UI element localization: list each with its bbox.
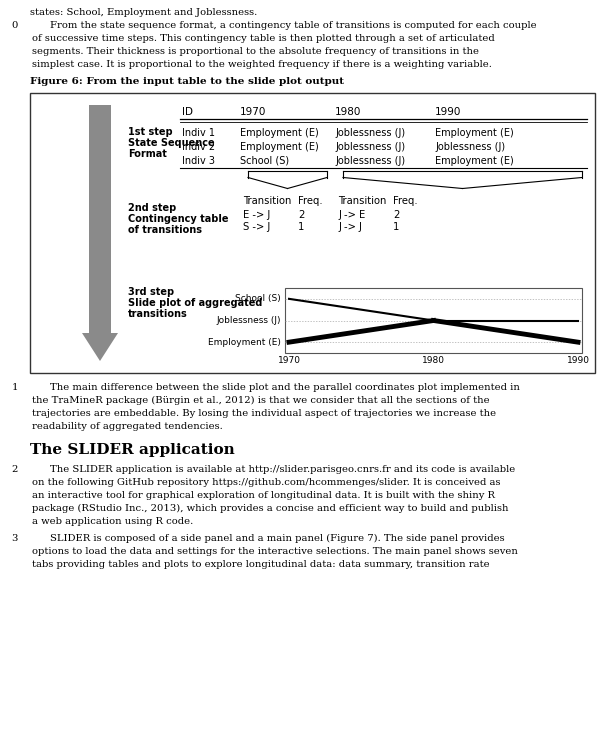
Text: 1: 1	[393, 222, 400, 232]
Text: 1980: 1980	[422, 356, 445, 365]
Text: the TraMineR package (Bürgin et al., 2012) is that we consider that all the sect: the TraMineR package (Bürgin et al., 201…	[32, 396, 490, 405]
Text: segments. Their thickness is proportional to the absolute frequency of transitio: segments. Their thickness is proportiona…	[32, 47, 479, 56]
Text: Slide plot of aggregated: Slide plot of aggregated	[128, 298, 262, 309]
Bar	[285, 288, 582, 353]
Text: Indiv 2: Indiv 2	[182, 141, 215, 152]
Text: Employment (E): Employment (E)	[208, 338, 281, 347]
Text: states: School, Employment and Joblessness.: states: School, Employment and Joblessne…	[30, 8, 257, 17]
Text: The SLIDER application: The SLIDER application	[30, 443, 235, 457]
Text: Indiv 1: Indiv 1	[182, 127, 215, 138]
Text: ID: ID	[182, 107, 193, 117]
Text: From the state sequence format, a contingency table of transitions is computed f: From the state sequence format, a contin…	[50, 21, 536, 30]
Text: 1: 1	[12, 383, 18, 392]
Text: School (S): School (S)	[235, 295, 281, 304]
Text: tabs providing tables and plots to explore longitudinal data: data summary, tran: tabs providing tables and plots to explo…	[32, 560, 490, 569]
Text: Employment (E): Employment (E)	[240, 141, 319, 152]
Text: 2: 2	[393, 210, 400, 219]
Text: J -> J: J -> J	[338, 222, 362, 232]
Text: SLIDER is composed of a side panel and a main panel (Figure 7). The side panel p: SLIDER is composed of a side panel and a…	[50, 534, 504, 543]
Text: an interactive tool for graphical exploration of longitudinal data. It is built : an interactive tool for graphical explor…	[32, 491, 495, 500]
Text: Figure 6: From the input table to the slide plot output: Figure 6: From the input table to the sl…	[30, 77, 344, 86]
Text: The SLIDER application is available at http://slider.parisgeo.cnrs.fr and its co: The SLIDER application is available at h…	[50, 465, 516, 474]
Text: 1st step: 1st step	[128, 127, 173, 137]
Text: Indiv 3: Indiv 3	[182, 155, 215, 165]
Bar	[30, 93, 595, 373]
Text: 1: 1	[298, 222, 305, 232]
Text: Format: Format	[128, 149, 167, 159]
Text: package (RStudio Inc., 2013), which provides a concise and efficient way to buil: package (RStudio Inc., 2013), which prov…	[32, 504, 509, 513]
Text: S -> J: S -> J	[243, 222, 270, 232]
Text: Joblessness (J): Joblessness (J)	[216, 316, 281, 325]
Bar	[89, 105, 111, 333]
Text: of successive time steps. This contingency table is then plotted through a set o: of successive time steps. This contingen…	[32, 34, 495, 43]
Polygon shape	[82, 333, 118, 361]
Text: Employment (E): Employment (E)	[435, 127, 514, 138]
Text: options to load the data and settings for the interactive selections. The main p: options to load the data and settings fo…	[32, 547, 518, 556]
Text: 1990: 1990	[435, 107, 462, 117]
Text: Transition: Transition	[338, 196, 386, 207]
Text: Freq.: Freq.	[393, 196, 417, 207]
Text: 1970: 1970	[240, 107, 267, 117]
Text: Joblessness (J): Joblessness (J)	[335, 127, 405, 138]
Text: transitions: transitions	[128, 310, 188, 319]
Text: simplest case. It is proportional to the weighted frequency if there is a weight: simplest case. It is proportional to the…	[32, 60, 492, 69]
Text: Joblessness (J): Joblessness (J)	[335, 141, 405, 152]
Text: of transitions: of transitions	[128, 225, 202, 235]
Text: Employment (E): Employment (E)	[240, 127, 319, 138]
Text: E -> J: E -> J	[243, 210, 270, 219]
Text: a web application using R code.: a web application using R code.	[32, 517, 193, 526]
Text: 0: 0	[12, 21, 18, 30]
Text: trajectories are embeddable. By losing the individual aspect of trajectories we : trajectories are embeddable. By losing t…	[32, 409, 496, 418]
Text: 2: 2	[298, 210, 305, 219]
Text: Joblessness (J): Joblessness (J)	[435, 141, 505, 152]
Text: 3rd step: 3rd step	[128, 287, 174, 298]
Text: 1980: 1980	[335, 107, 362, 117]
Text: State Sequence: State Sequence	[128, 138, 215, 148]
Text: 3: 3	[12, 534, 18, 543]
Text: readability of aggregated tendencies.: readability of aggregated tendencies.	[32, 422, 223, 431]
Text: 2nd step: 2nd step	[128, 203, 177, 213]
Text: School (S): School (S)	[240, 155, 289, 165]
Text: Joblessness (J): Joblessness (J)	[335, 155, 405, 165]
Text: Freq.: Freq.	[298, 196, 322, 207]
Text: Employment (E): Employment (E)	[435, 155, 514, 165]
Text: Contingency table: Contingency table	[128, 214, 229, 224]
Text: on the following GitHub repository https://github.com/hcommenges/slider. It is c: on the following GitHub repository https…	[32, 478, 500, 487]
Text: 2: 2	[12, 465, 18, 474]
Text: J -> E: J -> E	[338, 210, 365, 219]
Text: 1990: 1990	[566, 356, 590, 365]
Text: 1970: 1970	[278, 356, 300, 365]
Text: Transition: Transition	[243, 196, 291, 207]
Text: The main difference between the slide plot and the parallel coordinates plot imp: The main difference between the slide pl…	[50, 383, 520, 392]
